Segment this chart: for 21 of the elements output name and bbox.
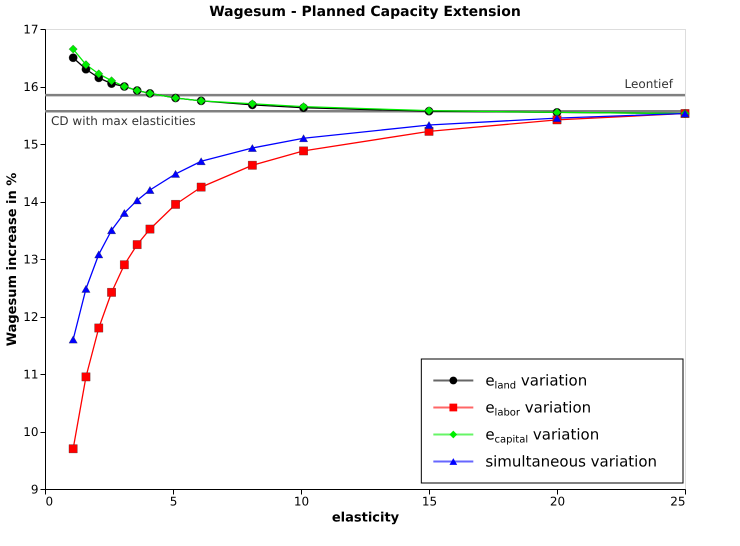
y-tick-label: 9 [30,482,38,496]
y-axis-title: Wagesum increase in % [5,172,20,346]
ref-line-label: CD with max elasticities [51,114,196,128]
y-tick-label: 14 [23,195,38,209]
y-tick-label: 13 [23,252,38,266]
y-tick-label: 11 [23,368,38,382]
x-tick-label: 10 [294,494,310,508]
y-tick-label: 16 [23,80,38,94]
x-tick-label: 25 [670,494,686,508]
x-axis-title: elasticity [332,510,400,526]
chart-title: Wagesum - Planned Capacity Extension [209,4,521,20]
ref-line-label: Leontief [624,77,674,92]
y-tick-label: 12 [23,310,38,324]
x-tick-label: 20 [550,494,566,508]
x-tick-label: 0 [46,494,54,508]
y-tick-label: 10 [23,425,38,439]
x-tick-label: 5 [170,494,178,508]
y-tick-label: 15 [23,138,38,152]
y-tick-label: 17 [23,22,38,36]
legend-label: simultaneous variation [485,452,658,470]
x-tick-label: 15 [422,494,438,508]
